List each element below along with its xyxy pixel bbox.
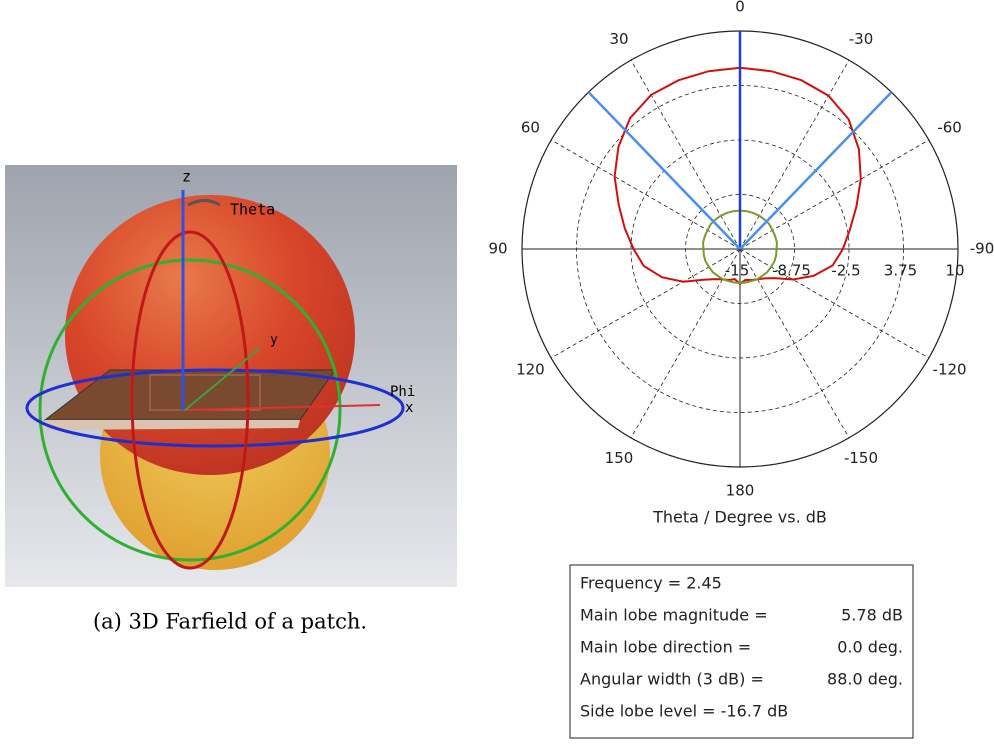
axis-label: Phi <box>390 384 415 400</box>
r-tick-label: 3.75 <box>884 262 917 280</box>
info-label: Angular width (3 dB) = <box>580 670 764 689</box>
info-value: 0.0 deg. <box>837 638 903 657</box>
axis-label: y <box>270 333 278 348</box>
axis-label: z <box>182 168 191 186</box>
angle-label: 0 <box>735 0 745 16</box>
spoke <box>551 249 740 358</box>
caption: (a) 3D Farfield of a patch. <box>93 610 367 634</box>
info-label: Frequency = 2.45 <box>580 574 722 593</box>
r-tick-label: -15 <box>725 262 750 280</box>
spoke <box>631 249 740 438</box>
figure: z Theta y Phi x (a) 3D Farfield of a pat… <box>0 0 994 756</box>
main-lobe <box>65 195 355 475</box>
angle-label: -90 <box>970 240 994 258</box>
pattern-line <box>615 68 861 284</box>
info-label: Main lobe magnitude = <box>580 606 768 625</box>
axis-label: x <box>405 400 413 416</box>
info-label: Main lobe direction = <box>580 638 751 657</box>
beam-line <box>589 92 740 249</box>
angle-label: -30 <box>849 30 874 48</box>
angle-label: 60 <box>521 119 540 137</box>
info-label: Side lobe level = -16.7 dB <box>580 702 788 721</box>
r-tick-label: -2.5 <box>831 262 860 280</box>
beam-line <box>740 92 891 249</box>
angle-label: 180 <box>726 482 755 500</box>
info-value: 5.78 dB <box>841 606 903 625</box>
angle-label: -150 <box>844 449 878 467</box>
farfield-image: z Theta y Phi x <box>5 165 457 587</box>
info-value: 88.0 deg. <box>827 670 903 689</box>
spoke <box>740 140 929 249</box>
angle-label: 90 <box>488 240 507 258</box>
r-tick-label: 10 <box>945 262 964 280</box>
angle-label: 120 <box>516 361 545 379</box>
angle-label: -120 <box>933 361 967 379</box>
axis-label: Theta <box>230 201 275 219</box>
angle-label: 150 <box>605 449 634 467</box>
angle-label: 30 <box>609 30 628 48</box>
axis-title: Theta / Degree vs. dB <box>652 508 827 527</box>
angle-label: -60 <box>937 119 962 137</box>
